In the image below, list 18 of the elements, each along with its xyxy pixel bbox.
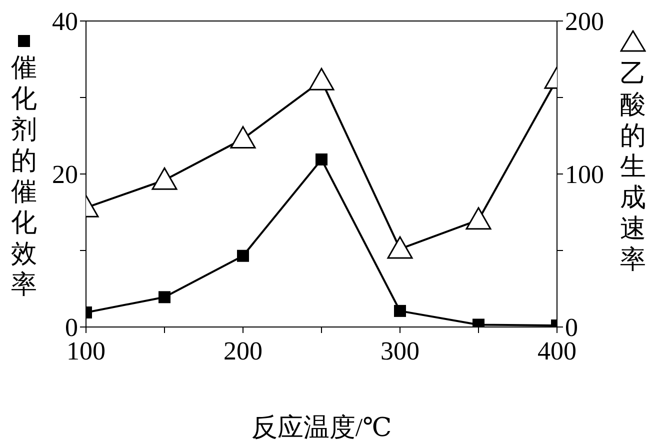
x-tick-label: 300 [380, 336, 420, 366]
point [158, 291, 170, 304]
point [316, 153, 328, 166]
y2-tick-label: 200 [565, 7, 604, 36]
point [466, 207, 492, 230]
y-tick-label: 40 [52, 7, 78, 36]
point [152, 167, 178, 190]
y2-axis-title: 乙酸的生成速率 [619, 58, 647, 275]
point [394, 304, 406, 317]
point [308, 68, 334, 90]
x-axis-title: 反应温度/℃ [251, 413, 392, 442]
x-tick-label: 200 [224, 336, 262, 366]
point [387, 236, 413, 259]
y2-tick-label: 100 [565, 160, 604, 190]
point [237, 250, 249, 262]
point [230, 126, 256, 149]
y-axis-title: 催化剂的催化效率 [10, 52, 38, 300]
y-tick-label: 20 [52, 160, 78, 190]
